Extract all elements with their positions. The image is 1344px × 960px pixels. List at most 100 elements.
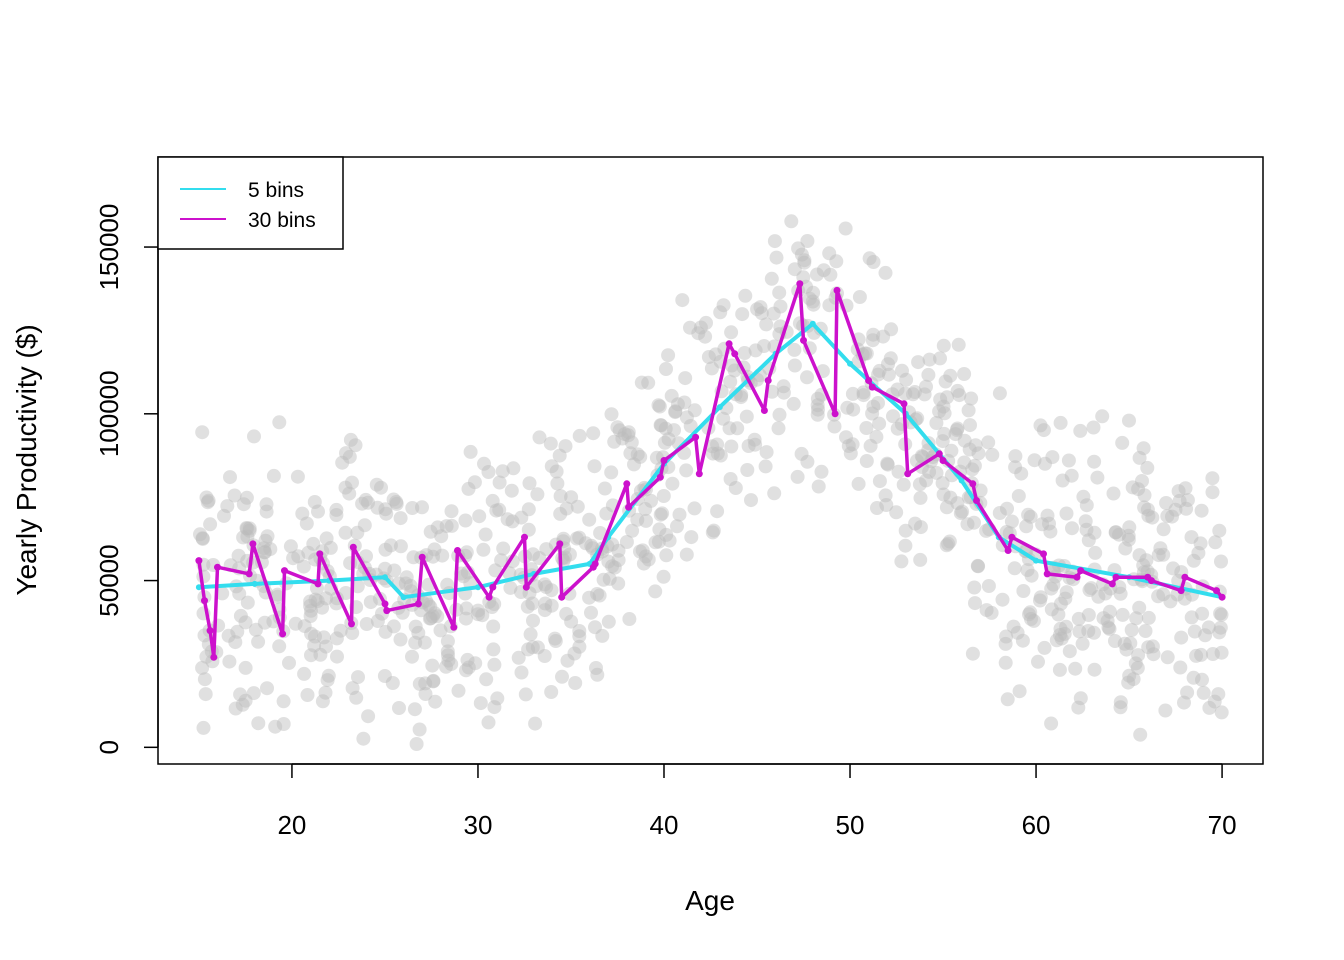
scatter-point	[1024, 612, 1038, 626]
scatter-point	[263, 542, 278, 557]
scatter-point	[705, 446, 720, 461]
scatter-point	[1112, 527, 1127, 542]
scatter-point	[859, 346, 874, 361]
scatter-point	[1115, 607, 1130, 622]
series-point	[1218, 593, 1226, 601]
scatter-point	[856, 385, 871, 400]
scatter-point	[239, 490, 254, 505]
scatter-point	[268, 719, 283, 734]
scatter-point	[230, 624, 245, 639]
y-axis-label: Yearly Productivity ($)	[11, 324, 42, 595]
scatter-point	[286, 551, 301, 566]
scatter-point	[467, 475, 482, 490]
scatter-point	[427, 606, 442, 621]
scatter-point	[1040, 508, 1055, 523]
scatter-point	[937, 426, 952, 441]
scatter-point	[806, 297, 821, 312]
scatter-point	[370, 500, 385, 515]
scatter-point	[196, 720, 211, 735]
scatter-point	[374, 480, 388, 495]
x-tick-label: 60	[1022, 810, 1051, 840]
scatter-point	[308, 592, 323, 607]
scatter-point	[1090, 470, 1105, 485]
scatter-point	[840, 400, 855, 415]
scatter-point	[1140, 564, 1155, 579]
scatter-point	[724, 439, 739, 454]
scatter-point	[943, 490, 958, 505]
scatter-point	[716, 298, 731, 313]
scatter-point	[914, 449, 929, 464]
scatter-point	[1076, 489, 1091, 504]
scatter-point	[772, 407, 787, 422]
scatter-point	[1177, 695, 1191, 710]
scatter-point	[333, 623, 348, 638]
scatter-point	[767, 234, 782, 249]
scatter-point	[1049, 633, 1064, 648]
scatter-point	[543, 436, 558, 451]
series-point	[210, 653, 218, 661]
scatter-point	[403, 578, 418, 593]
scatter-point	[1156, 547, 1171, 562]
scatter-point	[651, 534, 666, 549]
scatter-point	[968, 438, 983, 453]
y-tick-label: 0	[94, 740, 124, 754]
scatter-point	[971, 446, 986, 461]
scatter-point	[870, 501, 884, 515]
scatter-point	[506, 461, 521, 476]
scatter-point	[1042, 516, 1056, 531]
scatter-point	[238, 615, 253, 630]
scatter-point	[1140, 502, 1155, 517]
scatter-point	[242, 521, 257, 536]
scatter-point	[558, 439, 573, 454]
scatter-point	[1121, 532, 1136, 547]
scatter-point	[787, 342, 802, 357]
scatter-point	[514, 665, 529, 680]
scatter-point	[1023, 509, 1038, 524]
series-point	[314, 580, 322, 588]
scatter-point	[1053, 628, 1067, 642]
scatter-point	[481, 715, 496, 730]
scatter-point	[617, 427, 632, 442]
scatter-point	[1071, 700, 1086, 715]
scatter-point	[1098, 586, 1113, 601]
scatter-point	[200, 495, 215, 510]
scatter-point	[318, 685, 333, 700]
scatter-point	[415, 500, 429, 515]
scatter-point	[539, 542, 554, 557]
scatter-point	[971, 559, 986, 574]
scatter-point	[1128, 656, 1143, 671]
scatter-point	[548, 634, 563, 648]
scatter-point	[593, 526, 608, 540]
series-point	[400, 594, 407, 601]
scatter-point	[1195, 606, 1210, 621]
scatter-point	[810, 391, 825, 406]
scatter-point	[383, 538, 398, 553]
series-point	[900, 400, 908, 408]
scatter-point	[486, 619, 501, 634]
series-point	[1073, 573, 1081, 581]
scatter-point	[1171, 484, 1186, 499]
scatter-point	[747, 432, 762, 447]
scatter-point	[1137, 500, 1152, 515]
scatter-point	[303, 609, 318, 623]
scatter-point	[500, 512, 515, 527]
scatter-point	[773, 299, 788, 314]
scatter-point	[528, 716, 543, 731]
scatter-point	[767, 486, 782, 501]
scatter-point	[728, 481, 743, 495]
scatter-point	[407, 702, 422, 717]
scatter-point	[1132, 548, 1147, 563]
scatter-point	[525, 596, 540, 611]
scatter-point	[1019, 519, 1034, 534]
scatter-point	[323, 540, 338, 555]
scatter-point	[239, 521, 254, 535]
scatter-point	[329, 631, 344, 646]
scatter-point	[865, 406, 880, 421]
scatter-point	[894, 554, 909, 569]
scatter-point	[433, 623, 448, 638]
scatter-point	[753, 300, 768, 315]
scatter-point	[505, 554, 520, 569]
scatter-point	[758, 459, 773, 474]
scatter-point	[922, 352, 937, 367]
series-point	[868, 383, 876, 391]
